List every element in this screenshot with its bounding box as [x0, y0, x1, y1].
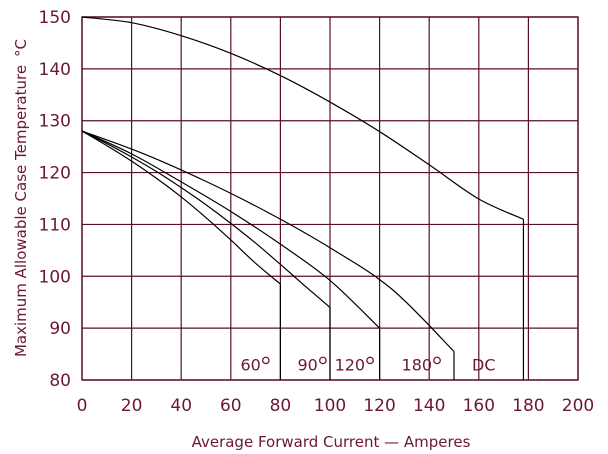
y-tick-label: 110 — [39, 215, 71, 235]
y-tick-label: 80 — [49, 371, 71, 391]
x-tick-label: 120 — [363, 396, 395, 416]
series-curve — [81, 130, 381, 329]
y-tick-label: 120 — [39, 164, 71, 184]
series-curve — [81, 130, 455, 352]
series-curve — [81, 130, 281, 285]
series-curves — [81, 16, 525, 380]
y-tick-label: 90 — [49, 319, 71, 339]
series-curve — [81, 130, 331, 308]
x-tick-label: 160 — [463, 396, 495, 416]
y-tick-label: 150 — [39, 8, 71, 28]
tick-labels: 0 20 40 60 80 100 120 140 160 180 200 80 90 100 110 120… — [39, 8, 595, 416]
y-tick-label: 130 — [39, 112, 71, 132]
curve-label: 180 — [402, 355, 433, 374]
curve-label: 90 — [298, 355, 318, 374]
degree-symbol — [433, 356, 441, 365]
y-tick-label: 100 — [39, 267, 71, 287]
x-tick-label: 0 — [77, 396, 88, 416]
y-tick-label: 140 — [39, 60, 71, 80]
curve-label: 60 — [240, 355, 260, 374]
x-tick-label: 40 — [170, 396, 192, 416]
x-tick-label: 140 — [413, 396, 445, 416]
degree-symbol — [366, 356, 374, 365]
x-axis-label: Average Forward Current — Amperes — [192, 433, 471, 451]
x-tick-label: 100 — [314, 396, 346, 416]
x-tick-label: 200 — [562, 396, 594, 416]
curve-label: 120 — [335, 355, 366, 374]
x-tick-label: 20 — [121, 396, 143, 416]
series-curve — [81, 16, 524, 220]
x-tick-label: 60 — [220, 396, 242, 416]
curve-label: DC — [472, 355, 496, 374]
curve-labels: 60 90 120 180 DC — [240, 355, 495, 374]
y-axis-label: Maximum Allowable Case Temperature — [12, 65, 30, 357]
y-axis-unit: °C — [12, 39, 30, 57]
degree-symbol — [319, 356, 327, 365]
x-tick-label: 80 — [270, 396, 292, 416]
x-tick-label: 180 — [512, 396, 544, 416]
degree-symbol — [261, 356, 270, 365]
